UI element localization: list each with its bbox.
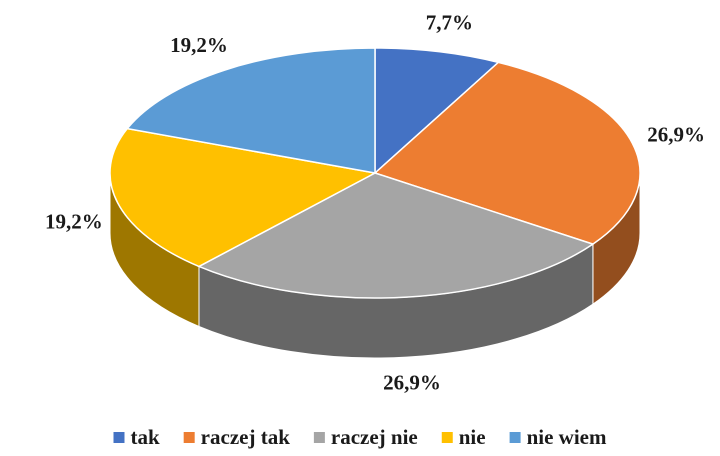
- slice: [125, 47, 376, 174]
- slice: [373, 61, 641, 245]
- legend-label: raczej nie: [331, 425, 418, 449]
- tops: [109, 47, 641, 299]
- data-label: 26,9%: [383, 370, 441, 394]
- legend-label: nie wiem: [527, 425, 607, 449]
- legend-swatch: [183, 432, 195, 443]
- legend-label: nie: [459, 425, 486, 449]
- slice: [109, 127, 378, 268]
- data-label: 19,2%: [170, 33, 228, 57]
- legend-label: tak: [130, 425, 159, 449]
- legend-swatch: [113, 432, 125, 443]
- data-label: 26,9%: [647, 122, 705, 146]
- labels: 7,7% 26,9% 26,9% 19,2% 19,2%: [45, 10, 705, 394]
- data-label: 7,7%: [426, 10, 473, 34]
- legend-swatch: [509, 432, 521, 443]
- legend-swatch: [313, 432, 325, 443]
- slice: [197, 172, 595, 299]
- legend-label: raczej tak: [201, 425, 291, 449]
- legend: tak raczej tak raczej nie nie nie wiem: [113, 425, 607, 449]
- data-label: 19,2%: [45, 210, 103, 234]
- legend-swatch: [441, 432, 453, 443]
- slice: [374, 47, 500, 175]
